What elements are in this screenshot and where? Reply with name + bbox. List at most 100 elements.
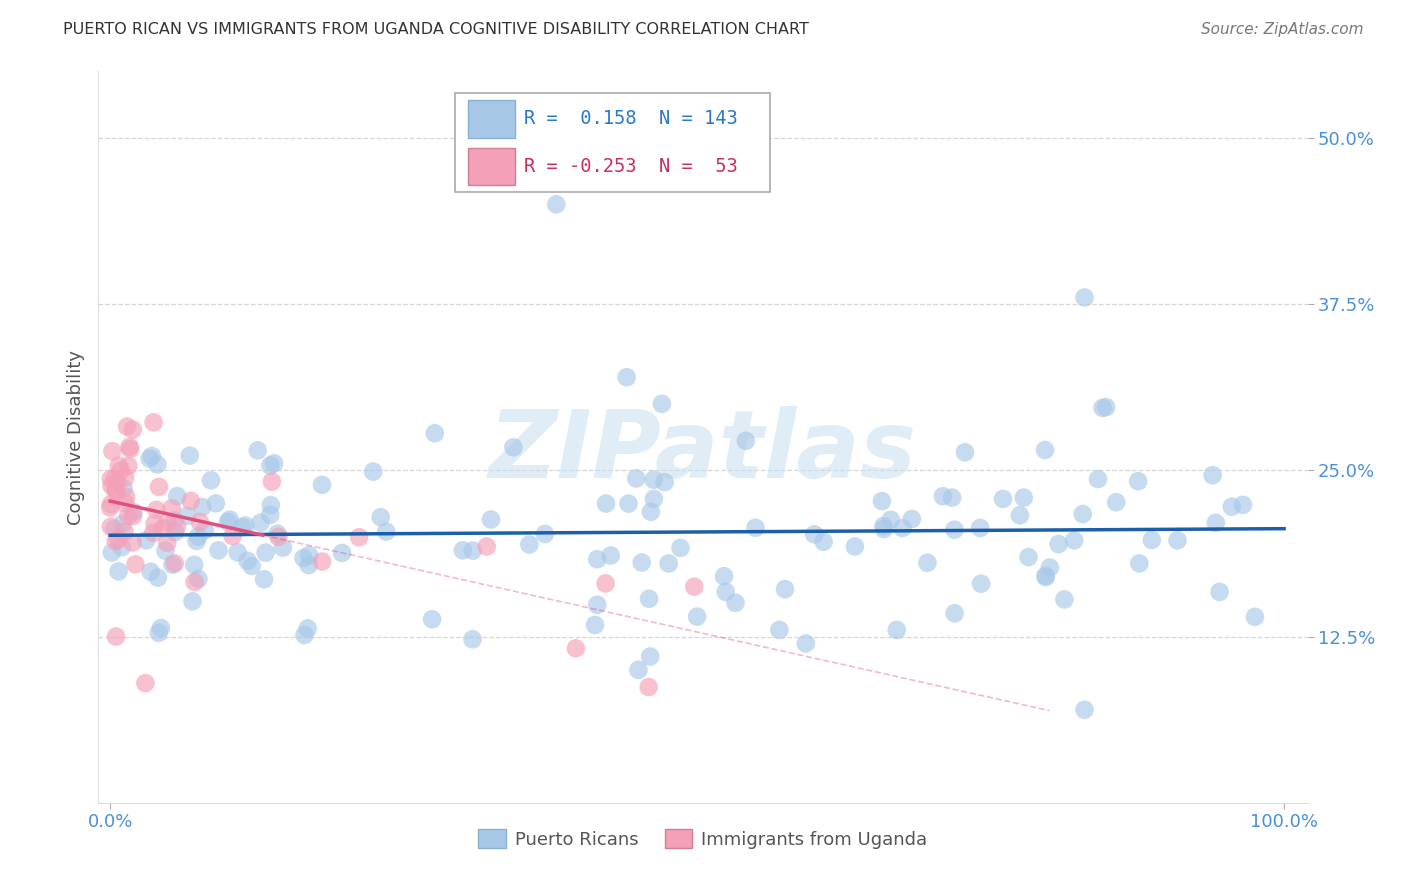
Immigrants from Uganda — [98, 500, 121, 515]
Puerto Ricans — [461, 543, 484, 558]
Puerto Ricans — [744, 521, 766, 535]
Puerto Ricans — [658, 557, 681, 571]
Puerto Ricans — [298, 558, 321, 572]
Puerto Ricans — [155, 543, 177, 558]
Puerto Ricans — [423, 426, 446, 441]
Puerto Ricans — [886, 623, 908, 637]
Puerto Ricans — [970, 576, 993, 591]
Puerto Ricans — [1205, 516, 1227, 530]
Puerto Ricans — [643, 473, 665, 487]
Puerto Ricans — [146, 458, 169, 472]
Puerto Ricans — [638, 591, 661, 606]
Immigrants from Uganda — [166, 519, 188, 533]
Immigrants from Uganda — [221, 529, 243, 543]
Puerto Ricans — [187, 572, 209, 586]
Immigrants from Uganda — [121, 535, 143, 549]
Immigrants from Uganda — [156, 516, 179, 530]
Puerto Ricans — [200, 473, 222, 487]
Immigrants from Uganda — [104, 534, 127, 549]
Puerto Ricans — [1073, 290, 1095, 304]
Puerto Ricans — [953, 445, 976, 459]
Puerto Ricans — [546, 197, 568, 211]
Puerto Ricans — [969, 521, 991, 535]
Puerto Ricans — [773, 582, 796, 596]
Puerto Ricans — [246, 443, 269, 458]
Puerto Ricans — [107, 565, 129, 579]
Puerto Ricans — [1105, 495, 1128, 509]
Puerto Ricans — [375, 524, 398, 539]
Immigrants from Uganda — [121, 423, 143, 437]
Immigrants from Uganda — [143, 516, 166, 531]
Text: PUERTO RICAN VS IMMIGRANTS FROM UGANDA COGNITIVE DISABILITY CORRELATION CHART: PUERTO RICAN VS IMMIGRANTS FROM UGANDA C… — [63, 22, 808, 37]
Puerto Ricans — [1047, 537, 1070, 551]
Immigrants from Uganda — [100, 472, 122, 486]
Puerto Ricans — [1035, 568, 1057, 582]
Puerto Ricans — [101, 545, 124, 559]
Legend: Puerto Ricans, Immigrants from Uganda: Puerto Ricans, Immigrants from Uganda — [471, 822, 935, 856]
Puerto Ricans — [1244, 610, 1267, 624]
Puerto Ricans — [311, 478, 333, 492]
Puerto Ricans — [1053, 592, 1076, 607]
Puerto Ricans — [370, 510, 392, 524]
Puerto Ricans — [194, 523, 217, 537]
Text: Source: ZipAtlas.com: Source: ZipAtlas.com — [1201, 22, 1364, 37]
Puerto Ricans — [617, 497, 640, 511]
Immigrants from Uganda — [267, 530, 290, 544]
Puerto Ricans — [141, 449, 163, 463]
Puerto Ricans — [713, 569, 735, 583]
Puerto Ricans — [254, 546, 277, 560]
Puerto Ricans — [1033, 443, 1056, 458]
Immigrants from Uganda — [100, 479, 122, 493]
Puerto Ricans — [873, 522, 896, 536]
Immigrants from Uganda — [637, 680, 659, 694]
Puerto Ricans — [226, 545, 249, 559]
Puerto Ricans — [361, 465, 384, 479]
Puerto Ricans — [1071, 507, 1094, 521]
Immigrants from Uganda — [114, 496, 136, 510]
Puerto Ricans — [165, 525, 187, 540]
Immigrants from Uganda — [148, 480, 170, 494]
Puerto Ricans — [1063, 533, 1085, 548]
Puerto Ricans — [236, 554, 259, 568]
Puerto Ricans — [266, 526, 288, 541]
Immigrants from Uganda — [124, 558, 146, 572]
Puerto Ricans — [534, 527, 557, 541]
Puerto Ricans — [240, 559, 263, 574]
Puerto Ricans — [297, 621, 319, 635]
Immigrants from Uganda — [114, 470, 136, 484]
Immigrants from Uganda — [104, 483, 127, 497]
Puerto Ricans — [1095, 400, 1118, 414]
Puerto Ricans — [1087, 472, 1109, 486]
Puerto Ricans — [586, 552, 609, 566]
Immigrants from Uganda — [118, 440, 141, 454]
Puerto Ricans — [686, 609, 709, 624]
Immigrants from Uganda — [475, 540, 498, 554]
Puerto Ricans — [1220, 500, 1243, 514]
Immigrants from Uganda — [311, 555, 333, 569]
Puerto Ricans — [643, 491, 665, 506]
Puerto Ricans — [640, 505, 662, 519]
Puerto Ricans — [1091, 401, 1114, 415]
Puerto Ricans — [139, 565, 162, 579]
Immigrants from Uganda — [101, 444, 124, 458]
Puerto Ricans — [218, 513, 240, 527]
Puerto Ricans — [595, 496, 617, 510]
Puerto Ricans — [162, 558, 184, 572]
Puerto Ricans — [616, 370, 638, 384]
Puerto Ricans — [146, 571, 169, 585]
Puerto Ricans — [768, 623, 790, 637]
Immigrants from Uganda — [122, 509, 145, 524]
Immigrants from Uganda — [105, 475, 128, 489]
Puerto Ricans — [583, 618, 606, 632]
Puerto Ricans — [259, 458, 281, 473]
Immigrants from Uganda — [134, 676, 156, 690]
Text: ZIPatlas: ZIPatlas — [489, 406, 917, 498]
Immigrants from Uganda — [100, 497, 122, 511]
Immigrants from Uganda — [115, 490, 138, 504]
Immigrants from Uganda — [114, 524, 136, 539]
Puerto Ricans — [1017, 550, 1039, 565]
Immigrants from Uganda — [188, 515, 211, 529]
Puerto Ricans — [260, 498, 283, 512]
Immigrants from Uganda — [117, 508, 139, 523]
Puerto Ricans — [187, 529, 209, 543]
